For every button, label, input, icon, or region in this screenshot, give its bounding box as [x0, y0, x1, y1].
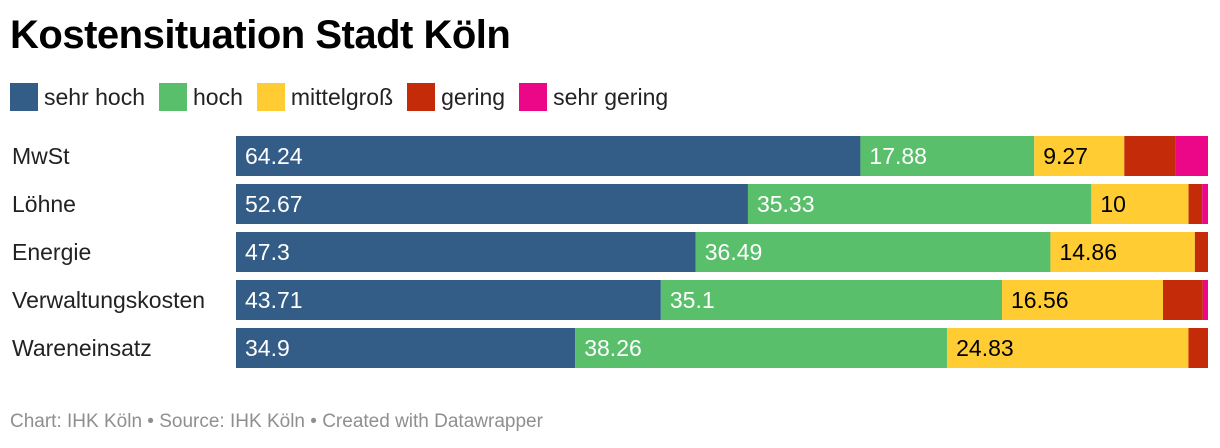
- bar-segment: [1202, 280, 1208, 320]
- category-label: Verwaltungskosten: [12, 287, 205, 313]
- footer-chart-source: IHK Köln: [67, 411, 143, 432]
- legend-label: sehr gering: [553, 84, 669, 110]
- chart-legend: sehr hoch hoch mittelgroß gering sehr gering: [10, 82, 682, 112]
- footer-separator: •: [310, 411, 323, 432]
- footer-chart-label: Chart:: [10, 411, 62, 432]
- bar-segment: [236, 328, 576, 368]
- bar-segment: [1002, 280, 1163, 320]
- legend-label: mittelgroß: [290, 84, 394, 110]
- value-label: 14.86: [1059, 239, 1117, 265]
- bar-segment: [1034, 136, 1125, 176]
- legend-swatch: [256, 83, 285, 111]
- bar-segment: [1163, 280, 1203, 320]
- value-label: 17.88: [869, 143, 927, 169]
- legend-item-0: sehr hoch: [10, 83, 145, 111]
- value-label: 24.83: [956, 335, 1014, 361]
- footer-created-with: Created with Datawrapper: [322, 411, 543, 432]
- footer-source-value: IHK Köln: [230, 411, 305, 432]
- bar-segment: [1188, 328, 1208, 368]
- bar-segment: [236, 184, 748, 224]
- chart-footer: Chart: IHK Köln • Source: IHK Köln • Cre…: [10, 409, 543, 435]
- bar-segment: [1202, 184, 1208, 224]
- value-label: 64.24: [245, 143, 303, 169]
- legend-swatch: [407, 83, 436, 111]
- legend-swatch: [519, 83, 548, 111]
- legend-item-4: sehr gering: [519, 83, 668, 111]
- bar-segment: [575, 328, 948, 368]
- bar-segment: [660, 280, 1003, 320]
- chart-title: Kostensituation Stadt Köln: [10, 13, 511, 57]
- legend-swatch: [159, 83, 188, 111]
- value-label: 43.71: [245, 287, 303, 313]
- legend-label: sehr hoch: [44, 84, 146, 110]
- bar-segment: [1091, 184, 1189, 224]
- bar-segment: [1050, 232, 1195, 272]
- footer-separator: •: [147, 411, 160, 432]
- category-label: Energie: [12, 239, 91, 265]
- bar-segment: [236, 232, 696, 272]
- footer-source-label: Source:: [159, 411, 225, 432]
- legend-label: gering: [441, 84, 506, 110]
- bar-segment: [860, 136, 1035, 176]
- legend-item-1: hoch: [159, 83, 243, 111]
- value-label: 52.67: [245, 191, 303, 217]
- category-label: Löhne: [12, 191, 76, 217]
- value-label: 16.56: [1011, 287, 1069, 313]
- bar-segment: [236, 136, 861, 176]
- bar-segment: [1175, 136, 1208, 176]
- stacked-bar-chart: MwSt 64.24 17.88 9.27 Löhne 52.67 35.33 10 Energ…: [12, 136, 1208, 368]
- bar-segment: [1124, 136, 1176, 176]
- bar-segment: [747, 184, 1092, 224]
- bar-segment: [1194, 232, 1208, 272]
- value-label: 36.49: [705, 239, 763, 265]
- bar-segment: [1188, 184, 1203, 224]
- value-label: 10: [1100, 191, 1126, 217]
- value-label: 34.9: [245, 335, 290, 361]
- category-label: MwSt: [12, 143, 70, 169]
- bar-segment: [947, 328, 1189, 368]
- category-label: Wareneinsatz: [12, 335, 152, 361]
- value-label: 35.33: [757, 191, 815, 217]
- legend-label: hoch: [193, 84, 243, 110]
- legend-item-3: gering: [407, 83, 505, 111]
- bar-segment: [236, 280, 661, 320]
- value-label: 9.27: [1043, 143, 1088, 169]
- value-label: 35.1: [670, 287, 715, 313]
- value-label: 47.3: [245, 239, 290, 265]
- bar-segment: [695, 232, 1051, 272]
- legend-item-2: mittelgroß: [256, 83, 394, 111]
- value-label: 38.26: [584, 335, 642, 361]
- legend-swatch: [10, 83, 38, 111]
